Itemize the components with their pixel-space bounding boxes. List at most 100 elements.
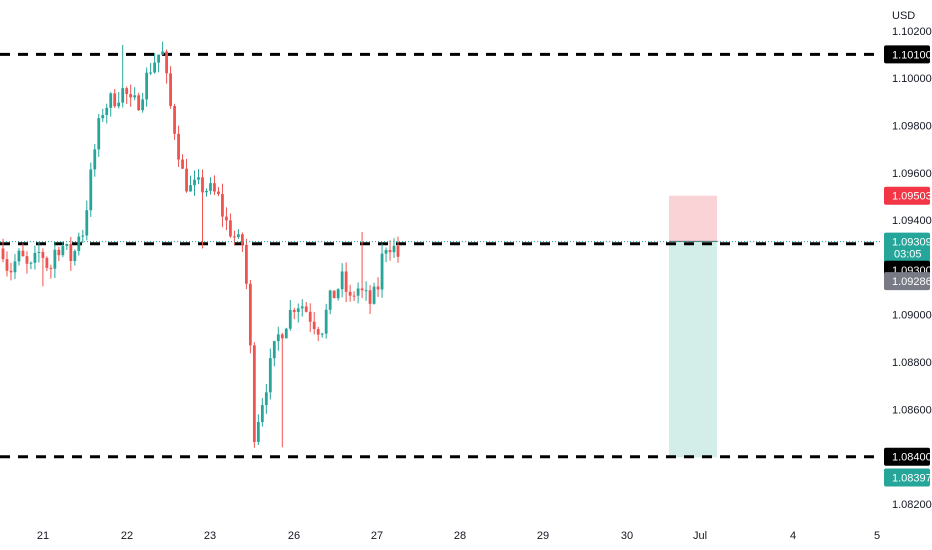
candle-body (61, 246, 65, 256)
badge-value: 1.09286 (892, 276, 932, 288)
candle (65, 243, 69, 250)
candle (368, 285, 372, 315)
badge-background (884, 186, 930, 205)
badge-stop: 1.09503 (884, 186, 932, 205)
candle (41, 248, 45, 287)
candle (217, 187, 220, 197)
candle-body (372, 286, 376, 304)
candle (9, 262, 13, 281)
candle-body (364, 290, 368, 292)
candle (316, 326, 320, 342)
horizontal-levels[interactable] (0, 52, 882, 459)
candle (81, 229, 85, 244)
candle-body (276, 334, 280, 342)
candle-body (133, 95, 137, 98)
candle (109, 92, 113, 117)
candle (93, 143, 97, 177)
candle (233, 230, 236, 246)
candle-body (25, 256, 29, 264)
countdown-label: 03:05 (894, 249, 922, 261)
candle (61, 241, 65, 258)
candle-body (65, 244, 69, 247)
candle (356, 282, 360, 304)
time-axis[interactable]: 21 22 23 26 27 28 29 30 Jul 4 5 (37, 530, 880, 542)
candle-body (288, 310, 292, 329)
candle (205, 188, 208, 197)
candle-body (69, 244, 73, 262)
candle (17, 248, 21, 266)
candle-body (280, 334, 284, 339)
candle-body (336, 289, 340, 299)
candle-body (73, 251, 77, 262)
price-tick-label: 1.10000 (892, 73, 932, 85)
candle (332, 290, 336, 299)
candle (229, 213, 232, 238)
price-tick-label: 1.08200 (892, 499, 932, 511)
candle (308, 303, 312, 333)
candle-body (193, 179, 196, 186)
candle-body (320, 333, 324, 335)
badge-background (884, 232, 930, 263)
candle (344, 262, 348, 303)
time-tick-label: 21 (37, 530, 49, 542)
candle (193, 170, 196, 196)
candle (360, 231, 364, 299)
candle-body (29, 262, 33, 264)
candle-body (344, 271, 348, 292)
candle-body (272, 341, 276, 359)
candle-body (296, 308, 300, 312)
candle (304, 301, 308, 313)
candles (1, 41, 400, 448)
candle-body (53, 249, 57, 269)
candle-body (49, 267, 53, 269)
candle (197, 169, 200, 185)
candle-body (101, 115, 105, 119)
candle-body (260, 405, 264, 422)
candle (105, 103, 109, 124)
candle (372, 282, 376, 305)
candle-body (340, 271, 344, 290)
candle (352, 291, 356, 301)
candle (89, 162, 93, 217)
candle (173, 103, 176, 140)
candle-body (17, 250, 21, 262)
candle (73, 249, 77, 266)
price-scale[interactable]: USD 1.10200 1.10000 1.09800 1.09600 1.09400 1… (892, 10, 932, 511)
candle-body (13, 261, 17, 273)
candle (137, 92, 141, 112)
candle (384, 247, 388, 263)
price-tick-label: 1.10200 (892, 26, 932, 38)
time-tick-label: 27 (371, 530, 383, 542)
candle (364, 281, 368, 301)
candle-body (121, 88, 125, 103)
candle-body (197, 177, 200, 180)
candle-body (157, 54, 161, 63)
price-tick-label: 1.08800 (892, 357, 932, 369)
candle (300, 299, 304, 317)
candle-body (113, 93, 117, 107)
candle (181, 154, 184, 170)
time-tick-label: 30 (621, 530, 633, 542)
candle-body (109, 93, 113, 108)
candle-body (264, 392, 268, 406)
candle (225, 207, 228, 231)
candle (260, 398, 264, 427)
candle-body (173, 105, 176, 134)
candle-body (300, 306, 304, 309)
candle-body (9, 270, 13, 273)
stop-loss-zone (669, 195, 717, 242)
currency-label[interactable]: USD (892, 10, 915, 22)
price-badges: 1.101001.095031.0930903:051.093001.09286… (884, 45, 932, 487)
candle-body (129, 94, 133, 98)
candle-body (360, 288, 364, 291)
candle (37, 242, 41, 263)
position-tool[interactable] (669, 195, 717, 458)
candle-body (1, 248, 5, 260)
badge-value: 1.08400 (892, 452, 932, 464)
candle-body (388, 249, 392, 253)
badge-value: 1.09309 (892, 237, 932, 249)
candle-body (161, 51, 164, 55)
badge-value: 1.08397 (892, 472, 932, 484)
candle-body (21, 250, 25, 257)
